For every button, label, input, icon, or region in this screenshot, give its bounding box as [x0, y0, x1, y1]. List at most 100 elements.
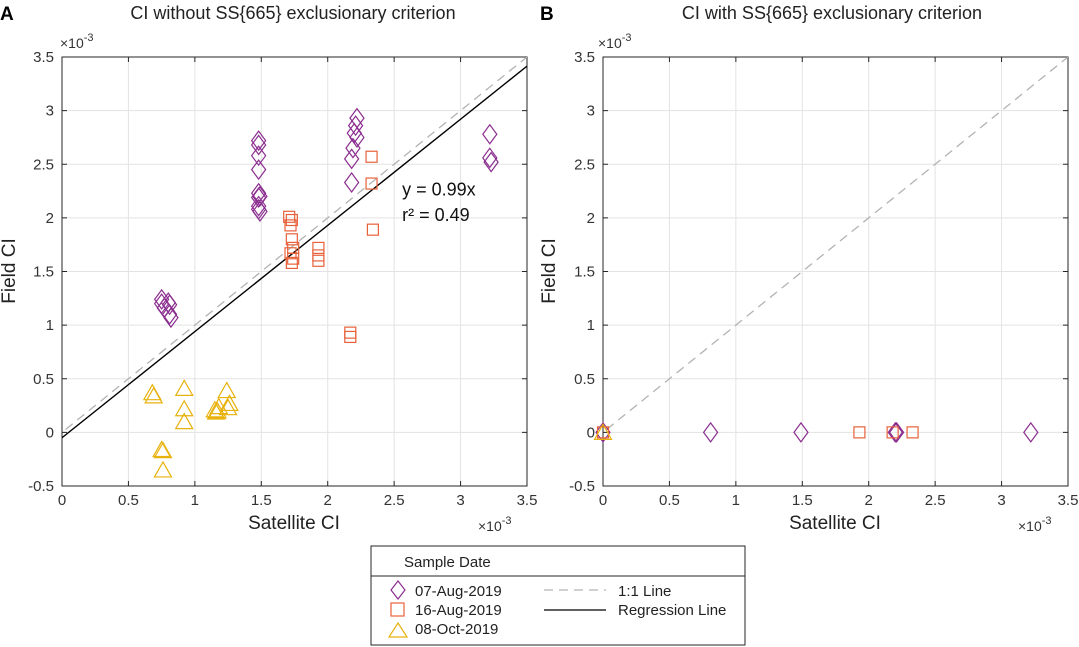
diamond-point — [888, 421, 905, 443]
series-08-Oct-2019 — [593, 423, 613, 440]
legend-label: Regression Line — [618, 602, 726, 619]
diamond-point — [793, 421, 809, 443]
square-point — [284, 247, 297, 260]
triangle-point — [593, 423, 613, 440]
legend-title: Sample Date — [404, 554, 491, 571]
y-tick-label: 2 — [46, 210, 54, 227]
x-tick-label: 3.5 — [1058, 492, 1079, 509]
exponent-base: ×10 — [60, 35, 84, 51]
legend-label: 1:1 Line — [618, 583, 671, 600]
x-tick-label: 0 — [58, 492, 66, 509]
x-tick-label: 2.5 — [925, 492, 946, 509]
y-tick-label: 0 — [587, 424, 595, 441]
reference-lines-a — [62, 57, 527, 439]
square-point — [365, 150, 378, 163]
x-tick-label: 1.5 — [251, 492, 272, 509]
y-tick-label: 1.5 — [574, 264, 595, 281]
reference-lines-b — [603, 57, 1068, 434]
x-axis-label-a: Satellite CI — [248, 513, 340, 534]
diamond-point — [252, 185, 268, 207]
legend-entry-aug16: 16-Aug-2019 — [390, 602, 502, 619]
x-tick-label: 2.5 — [384, 492, 405, 509]
x-tick-label: 0 — [599, 492, 607, 509]
legend-entry-aug07: 07-Aug-2019 — [390, 580, 502, 600]
triangle-point — [142, 383, 162, 401]
x-tick-label: 1 — [732, 492, 740, 509]
square-point — [285, 233, 298, 246]
y-tick-label: 2.5 — [574, 156, 595, 173]
panel-label-b: B — [540, 4, 554, 25]
diamond-point — [343, 148, 360, 170]
y-tick-label: 3.5 — [33, 49, 54, 66]
square-point — [365, 177, 378, 190]
y-tick-label: 0 — [46, 424, 54, 441]
regression-r-squared: r² = 0.49 — [402, 205, 470, 225]
diamond-point — [250, 134, 267, 156]
y-axis-label-a: Field CI — [0, 238, 20, 303]
exponent-base: ×10 — [478, 518, 502, 534]
markers-a — [142, 107, 499, 478]
diamond-point — [345, 137, 361, 159]
square-point — [906, 426, 919, 439]
chart-title-b: CI with SS{665} exclusionary criterion — [682, 3, 982, 23]
diamond-point — [250, 130, 267, 152]
legend-box — [370, 545, 746, 646]
y-axis-exponent-b: ×10-3 — [598, 32, 632, 51]
exponent-power: -3 — [502, 515, 512, 527]
x-tick-label: 0.5 — [118, 492, 139, 509]
triangle-point — [219, 394, 239, 412]
svg-text:×10-3: ×10-3 — [1018, 515, 1052, 534]
diamond-point — [252, 200, 268, 222]
triangle-point — [217, 381, 237, 399]
diamond-point — [349, 126, 365, 148]
triangle-point — [174, 412, 194, 430]
ticks-b: 0 0.5 1 1.5 2 2.5 3 3.5-0.500.511.522.533.5 — [569, 49, 1078, 509]
y-tick-label: -0.5 — [28, 478, 54, 495]
legend-label: 08-Oct-2019 — [415, 621, 498, 638]
square-point — [312, 254, 325, 267]
square-point — [366, 223, 379, 236]
ticks-a: 0 0.5 1 1.5 2 2.5 3 3.5-0.500.511.522.533.5 — [28, 49, 537, 509]
diamond-point — [483, 151, 499, 173]
y-tick-label: -0.5 — [569, 478, 595, 495]
diamond-marker-icon — [390, 580, 406, 600]
x-tick-label: 1 — [191, 492, 199, 509]
svg-text:×10-3: ×10-3 — [60, 32, 94, 51]
regression-equation: y = 0.99x — [402, 179, 476, 199]
x-tick-label: 3.5 — [517, 492, 538, 509]
y-tick-label: 2.5 — [33, 156, 54, 173]
x-axis-exponent-b: ×10-3 — [1018, 515, 1052, 534]
diamond-point — [595, 421, 611, 443]
triangle-point — [174, 399, 194, 417]
y-tick-label: 1.5 — [33, 264, 54, 281]
diamond-point — [250, 159, 267, 181]
x-tick-label: 1.5 — [792, 492, 813, 509]
square-point — [312, 241, 325, 255]
y-tick-label: 3 — [46, 103, 54, 120]
square-marker-icon — [390, 602, 405, 617]
regression-annotation: y = 0.99x r² = 0.49 — [402, 179, 476, 225]
y-tick-label: 0.5 — [574, 371, 595, 388]
x-tick-label: 2 — [865, 492, 873, 509]
y-axis-exponent-a: ×10-3 — [60, 32, 94, 51]
legend: Sample Date 07-Aug-2019 16-Aug-2019 08-O… — [370, 545, 746, 646]
series-07-Aug-2019 — [595, 421, 1039, 443]
series-16-Aug-2019 — [596, 426, 919, 439]
series-08-Oct-2019 — [142, 379, 239, 478]
legend-entry-oct08: 08-Oct-2019 — [387, 621, 498, 638]
diamond-point — [887, 421, 904, 443]
legend-label: 07-Aug-2019 — [415, 583, 502, 600]
legend-entry-one-to-one: 1:1 Line — [544, 583, 671, 600]
panel-label-a: A — [0, 4, 14, 25]
square-point — [285, 256, 298, 270]
x-tick-label: 3 — [456, 492, 464, 509]
x-tick-label: 0.5 — [659, 492, 680, 509]
diamond-point — [161, 303, 178, 325]
diamond-point — [482, 123, 498, 145]
panel-a: A CI without SS{665} exclusionary criter… — [0, 3, 537, 534]
chart-title-a: CI without SS{665} exclusionary criterio… — [130, 3, 455, 23]
grid-b — [602, 56, 1069, 487]
y-tick-label: 3 — [587, 103, 595, 120]
diamond-point — [250, 182, 267, 204]
square-point — [596, 426, 610, 439]
